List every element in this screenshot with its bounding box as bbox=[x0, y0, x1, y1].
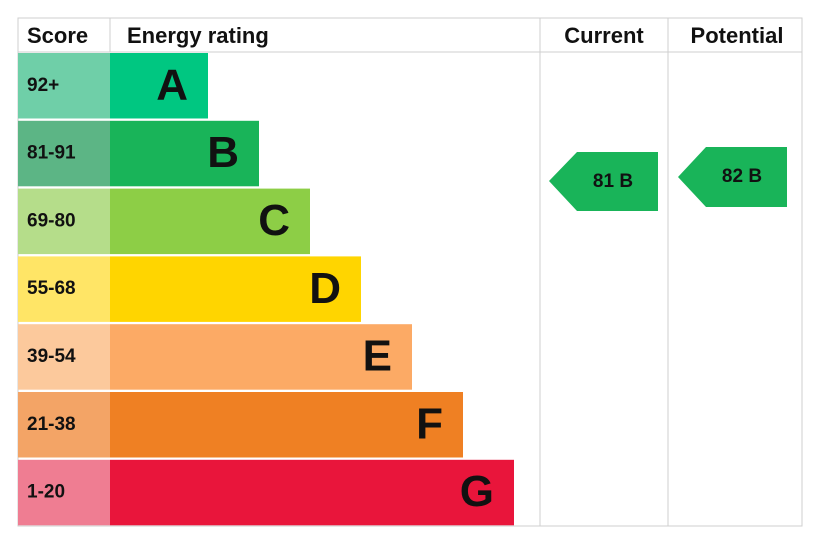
score-label: 92+ bbox=[27, 75, 59, 96]
score-label: 81-91 bbox=[27, 143, 76, 164]
rating-bar bbox=[110, 188, 310, 255]
rating-letter: F bbox=[416, 399, 443, 448]
score-cell bbox=[18, 53, 110, 119]
rating-letter: G bbox=[460, 467, 494, 516]
current-arrow bbox=[549, 152, 658, 211]
header-potential: Potential bbox=[691, 23, 784, 48]
rating-letter: B bbox=[207, 128, 239, 177]
score-cell bbox=[18, 188, 110, 255]
rating-letter: A bbox=[156, 60, 188, 109]
rating-bar bbox=[110, 53, 208, 119]
rating-bar bbox=[110, 324, 412, 390]
score-cell bbox=[18, 256, 110, 322]
score-label: 1-20 bbox=[27, 482, 65, 503]
rating-bar bbox=[110, 120, 259, 187]
potential-label: 82 B bbox=[722, 166, 762, 187]
score-cell bbox=[18, 324, 110, 390]
score-label: 21-38 bbox=[27, 414, 76, 435]
rating-letter: E bbox=[363, 332, 392, 381]
score-label: 69-80 bbox=[27, 210, 76, 231]
score-label: 39-54 bbox=[27, 346, 76, 367]
score-cell bbox=[18, 120, 110, 187]
score-cell bbox=[18, 459, 110, 526]
header-current: Current bbox=[564, 23, 644, 48]
rating-bar bbox=[110, 392, 463, 458]
current-label: 81 B bbox=[593, 171, 633, 192]
rating-letter: D bbox=[309, 264, 341, 313]
header-rating: Energy rating bbox=[127, 23, 269, 48]
score-cell bbox=[18, 392, 110, 458]
potential-arrow bbox=[678, 147, 787, 207]
rating-letter: C bbox=[258, 196, 290, 245]
score-label: 55-68 bbox=[27, 278, 76, 299]
rating-bar bbox=[110, 459, 514, 526]
rating-bar bbox=[110, 256, 361, 322]
header-score: Score bbox=[27, 23, 88, 48]
